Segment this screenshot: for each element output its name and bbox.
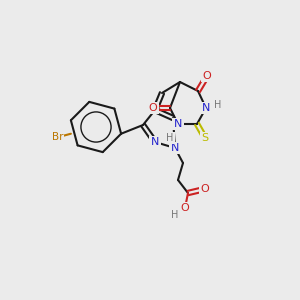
Text: O: O	[148, 103, 158, 113]
Text: H: H	[171, 210, 179, 220]
Text: O: O	[201, 184, 209, 194]
Text: H: H	[214, 100, 222, 110]
Text: N: N	[202, 103, 210, 113]
Text: S: S	[201, 133, 208, 143]
Text: Br: Br	[52, 132, 63, 142]
Text: N: N	[151, 137, 159, 147]
Text: H: H	[166, 133, 174, 143]
Text: N: N	[171, 143, 179, 153]
Text: N: N	[174, 119, 182, 129]
Text: O: O	[202, 71, 211, 81]
Text: O: O	[181, 203, 189, 213]
